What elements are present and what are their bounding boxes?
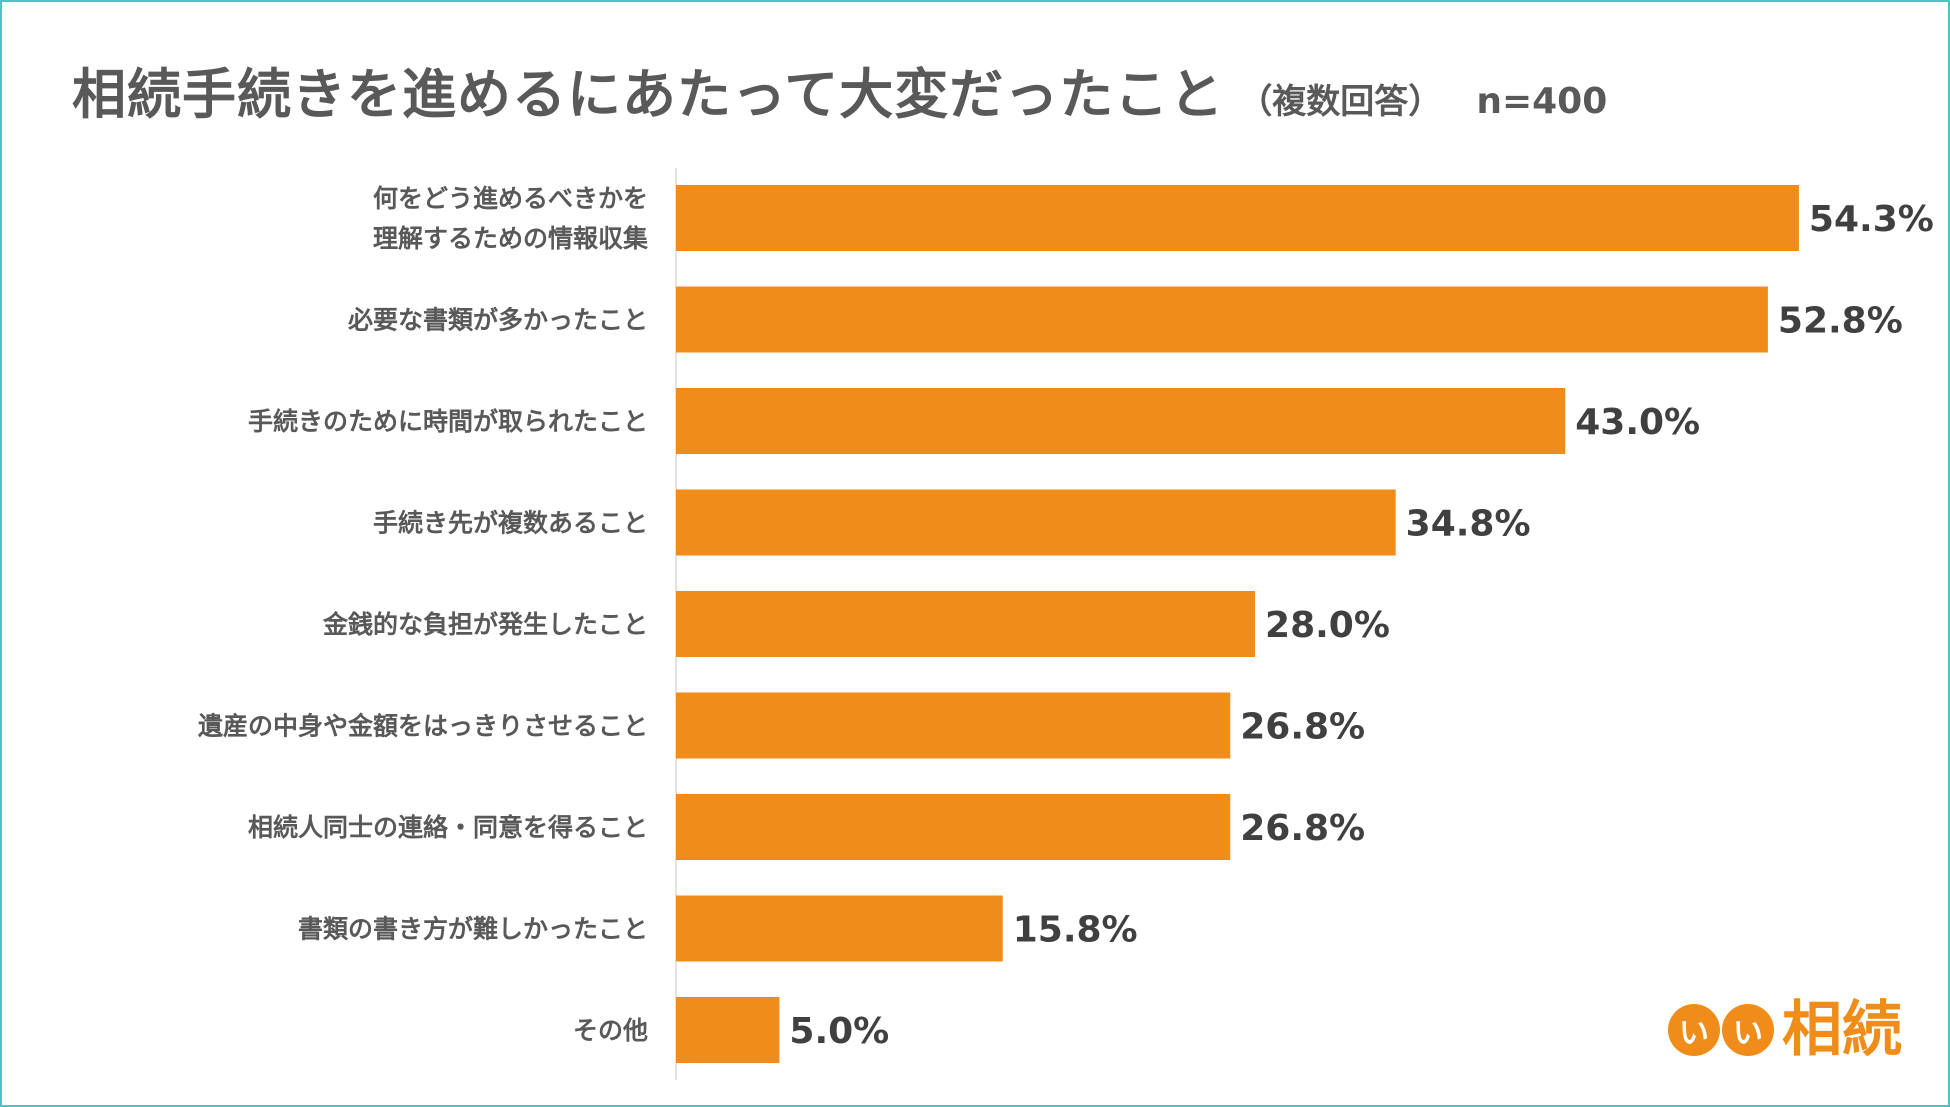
category-label-8: 書類の書き方が難しかったこと	[298, 915, 648, 944]
category-label-line: 相続人同士の連絡・同意を得ること	[248, 813, 648, 842]
value-label-9: 5.0%	[789, 1011, 889, 1052]
value-labels: 54.3% 52.8% 43.0% 34.8% 28.0% 26.8% 26.8% 15.8%…	[789, 199, 1933, 1052]
value-label-4: 34.8%	[1406, 504, 1531, 545]
category-label-line: 何をどう進めるべきかを	[373, 184, 648, 213]
category-labels: 何をどう進めるべきかを理解するための情報収集必要な書類が多かったこと手続きのため…	[198, 184, 649, 1045]
value-label-2: 52.8%	[1778, 301, 1903, 342]
category-label-3: 手続きのために時間が取られたこと	[248, 407, 648, 436]
logo-circle-2: い	[1722, 1004, 1774, 1056]
category-label-line: 理解するための情報収集	[373, 224, 649, 253]
value-label-6: 26.8%	[1240, 707, 1365, 748]
category-label-line: 書類の書き方が難しかったこと	[298, 915, 648, 944]
bar-4	[676, 489, 1396, 556]
category-label-7: 相続人同士の連絡・同意を得ること	[248, 813, 648, 842]
bar-3	[676, 388, 1566, 454]
bar-2	[676, 286, 1768, 353]
category-label-line: 手続きのために時間が取られたこと	[248, 407, 648, 436]
category-label-line: 必要な書類が多かったこと	[348, 306, 648, 335]
category-label-line: その他	[573, 1016, 648, 1045]
category-label-line: 金銭的な負担が発生したこと	[322, 610, 648, 639]
category-label-9: その他	[573, 1016, 648, 1045]
logo-text: 相続	[1782, 995, 1902, 1065]
chart-title: 相続手続きを進めるにあたって大変だったこと	[72, 63, 1225, 126]
bar-6	[676, 692, 1231, 759]
category-label-5: 金銭的な負担が発生したこと	[322, 610, 648, 639]
value-label-7: 26.8%	[1240, 808, 1365, 849]
category-label-4: 手続き先が複数あること	[373, 509, 648, 538]
bars	[676, 185, 1799, 1063]
title-row: 相続手続きを進めるにあたって大変だったこと （複数回答） n=400	[72, 50, 1607, 129]
value-label-3: 43.0%	[1575, 402, 1700, 443]
sample-size: n=400	[1476, 81, 1608, 122]
bar-9	[676, 997, 780, 1063]
bar-8	[676, 895, 1003, 962]
logo-circle-1: い	[1668, 1004, 1720, 1056]
category-label-line: 遺産の中身や金額をはっきりさせること	[198, 712, 648, 741]
bar-5	[676, 591, 1256, 657]
value-label-1: 54.3%	[1809, 199, 1934, 240]
value-label-8: 15.8%	[1013, 910, 1138, 951]
bar-1	[676, 185, 1799, 251]
value-label-5: 28.0%	[1265, 605, 1390, 646]
category-label-1: 何をどう進めるべきかを理解するための情報収集	[373, 184, 649, 253]
chart-subtitle: （複数回答）	[1238, 82, 1443, 122]
bar-7	[676, 794, 1231, 860]
category-label-line: 手続き先が複数あること	[373, 509, 648, 538]
category-label-6: 遺産の中身や金額をはっきりさせること	[198, 712, 648, 741]
category-label-2: 必要な書類が多かったこと	[348, 306, 648, 335]
brand-logo: い い 相続	[1668, 1000, 1902, 1060]
